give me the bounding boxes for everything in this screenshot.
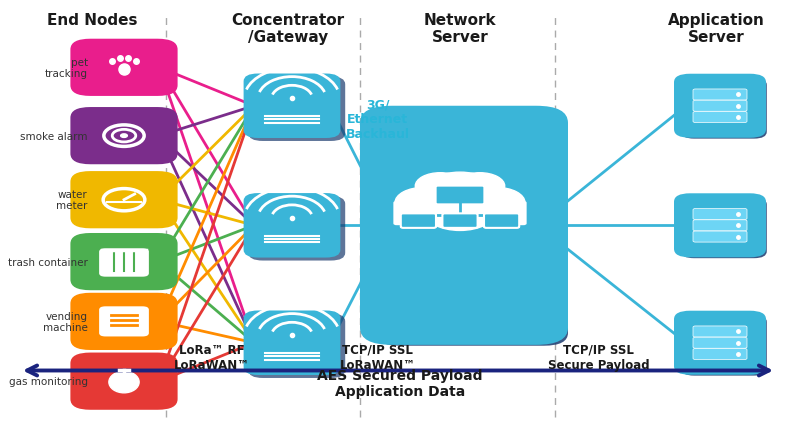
FancyBboxPatch shape (248, 314, 346, 378)
FancyBboxPatch shape (484, 214, 519, 228)
Circle shape (415, 173, 466, 200)
FancyBboxPatch shape (682, 198, 767, 259)
FancyBboxPatch shape (70, 353, 178, 410)
FancyBboxPatch shape (674, 311, 766, 375)
FancyBboxPatch shape (693, 220, 747, 231)
Circle shape (121, 135, 127, 138)
FancyBboxPatch shape (70, 40, 178, 97)
FancyBboxPatch shape (693, 101, 747, 112)
FancyBboxPatch shape (693, 326, 747, 337)
FancyBboxPatch shape (682, 79, 767, 139)
Text: AES Secured Payload
Application Data: AES Secured Payload Application Data (318, 368, 482, 398)
FancyBboxPatch shape (401, 214, 436, 228)
Text: TCP/IP SSL
LoRaWAN™: TCP/IP SSL LoRaWAN™ (339, 343, 416, 371)
FancyBboxPatch shape (248, 78, 346, 141)
Text: smoke alarm: smoke alarm (20, 131, 88, 141)
Circle shape (424, 192, 496, 231)
Text: Concentrator
/Gateway: Concentrator /Gateway (231, 13, 345, 45)
FancyBboxPatch shape (70, 293, 178, 350)
FancyBboxPatch shape (360, 106, 568, 345)
Text: pet
tracking: pet tracking (45, 58, 88, 79)
FancyBboxPatch shape (243, 193, 341, 258)
FancyBboxPatch shape (693, 337, 747, 348)
FancyBboxPatch shape (394, 201, 526, 226)
Text: End Nodes: End Nodes (46, 13, 138, 28)
FancyBboxPatch shape (70, 108, 178, 165)
Ellipse shape (109, 371, 139, 393)
FancyBboxPatch shape (70, 172, 178, 229)
FancyBboxPatch shape (674, 194, 766, 258)
FancyBboxPatch shape (99, 307, 149, 337)
Text: trash container: trash container (8, 257, 88, 267)
FancyBboxPatch shape (70, 233, 178, 291)
FancyBboxPatch shape (693, 232, 747, 242)
Text: TCP/IP SSL
Secure Payload: TCP/IP SSL Secure Payload (547, 343, 650, 371)
Circle shape (395, 188, 452, 219)
FancyBboxPatch shape (682, 315, 767, 376)
FancyBboxPatch shape (243, 74, 341, 139)
FancyBboxPatch shape (248, 197, 346, 261)
Text: gas monitoring: gas monitoring (9, 376, 88, 386)
Text: water
meter: water meter (56, 190, 88, 211)
FancyBboxPatch shape (99, 249, 149, 277)
Text: vending
machine: vending machine (43, 311, 88, 332)
Circle shape (468, 188, 525, 219)
FancyBboxPatch shape (243, 311, 341, 375)
FancyBboxPatch shape (693, 112, 747, 123)
FancyBboxPatch shape (376, 116, 568, 346)
FancyBboxPatch shape (674, 75, 766, 138)
FancyBboxPatch shape (435, 186, 484, 205)
Text: 3G/
Ethernet
Backhaul: 3G/ Ethernet Backhaul (346, 98, 410, 141)
Text: LoRa™ RF
LoRaWAN™: LoRa™ RF LoRaWAN™ (174, 343, 250, 371)
FancyBboxPatch shape (693, 348, 747, 360)
Circle shape (421, 173, 499, 214)
Text: Network
Server: Network Server (424, 13, 496, 45)
FancyBboxPatch shape (693, 209, 747, 220)
FancyBboxPatch shape (693, 90, 747, 101)
Circle shape (454, 173, 505, 200)
FancyBboxPatch shape (442, 214, 478, 228)
Text: Application
Server: Application Server (667, 13, 765, 45)
